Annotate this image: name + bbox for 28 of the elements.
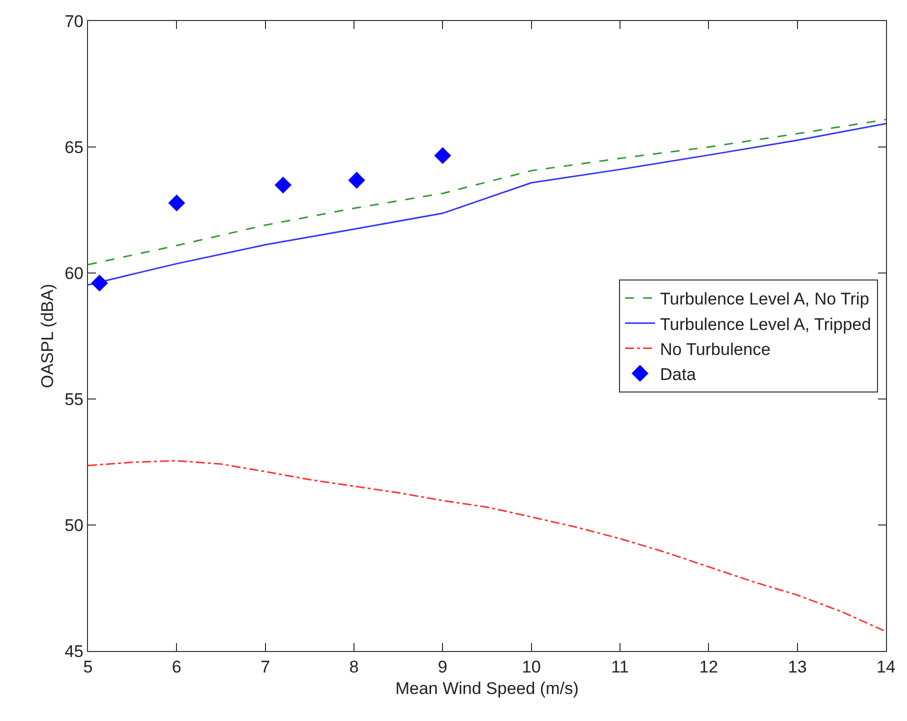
line-series: [88, 460, 886, 632]
point: [348, 172, 366, 189]
point: [91, 274, 108, 292]
point: [274, 176, 292, 194]
point: [434, 147, 452, 164]
y-tick-label: 55: [64, 390, 84, 409]
y-tick-label: 45: [64, 642, 84, 661]
x-tick-label: 14: [876, 658, 896, 676]
x-tick-label: 7: [260, 658, 270, 676]
x-tick-label: 13: [788, 658, 807, 676]
legend-label: Turbulence Level A, Tripped: [660, 314, 872, 334]
x-tick-label: 6: [172, 658, 182, 676]
x-tick-label: 8: [349, 658, 359, 676]
x-tick-label: 10: [522, 658, 541, 676]
legend-label: Turbulence Level A, No Trip: [660, 290, 870, 309]
y-tick-label: 50: [64, 516, 84, 535]
y-tick-label: 70: [64, 12, 84, 31]
point: [168, 194, 186, 212]
x-tick-label: 11: [611, 658, 629, 676]
x-tick-label: 5: [83, 658, 93, 676]
y-tick-label: 65: [64, 138, 84, 157]
legend-label: No Turbulence: [660, 340, 771, 359]
legend-label: Data: [660, 364, 696, 384]
y-axis-title: OASPL (dBA): [38, 284, 58, 388]
y-tick-label: 60: [64, 264, 84, 283]
x-axis-title: Mean Wind Speed (m/s): [395, 678, 579, 698]
x-tick-label: 9: [438, 658, 448, 676]
x-tick-label: 12: [699, 658, 718, 676]
